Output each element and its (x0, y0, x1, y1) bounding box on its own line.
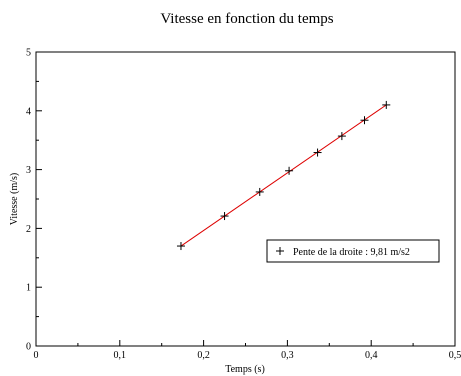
x-tick-label: 0,2 (197, 350, 210, 361)
x-tick-label: 0,4 (365, 350, 378, 361)
legend: Pente de la droite : 9,81 m/s2 (266, 239, 440, 263)
legend-marker (276, 247, 284, 255)
x-tick-label: 0,3 (281, 350, 294, 361)
y-tick-label: 4 (26, 106, 31, 117)
data-point (313, 148, 322, 157)
y-tick-label: 1 (26, 283, 31, 294)
data-point (285, 166, 294, 175)
data-point (382, 100, 391, 109)
fit-line-path (180, 104, 387, 247)
x-tick-label: 0,1 (114, 350, 127, 361)
legend-box (266, 239, 440, 263)
y-tick-label: 3 (26, 165, 31, 176)
legend-label: Pente de la droite : 9,81 m/s2 (293, 247, 410, 258)
y-tick-label: 0 (26, 342, 31, 353)
x-axis-label: Temps (s) (225, 364, 265, 375)
y-tick-label: 5 (26, 48, 31, 59)
fit-line (180, 104, 387, 247)
plot-frame (35, 51, 456, 347)
data-point (255, 187, 264, 196)
chart-title: Vitesse en fonction du temps (160, 11, 333, 27)
data-point (176, 242, 185, 251)
y-axis-ticks: 0 1 2 3 4 5 (26, 48, 42, 353)
data-point (360, 116, 369, 125)
x-axis-ticks: 0 0,1 0,2 0,3 0,4 0,5 (34, 340, 461, 361)
x-tick-label: 0 (34, 350, 39, 361)
y-axis-label: Vitesse (m/s) (9, 173, 20, 225)
data-point (337, 132, 346, 141)
x-tick-label: 0,5 (449, 350, 461, 361)
data-points (176, 100, 391, 251)
data-point (220, 212, 229, 221)
y-tick-label: 2 (26, 224, 31, 235)
